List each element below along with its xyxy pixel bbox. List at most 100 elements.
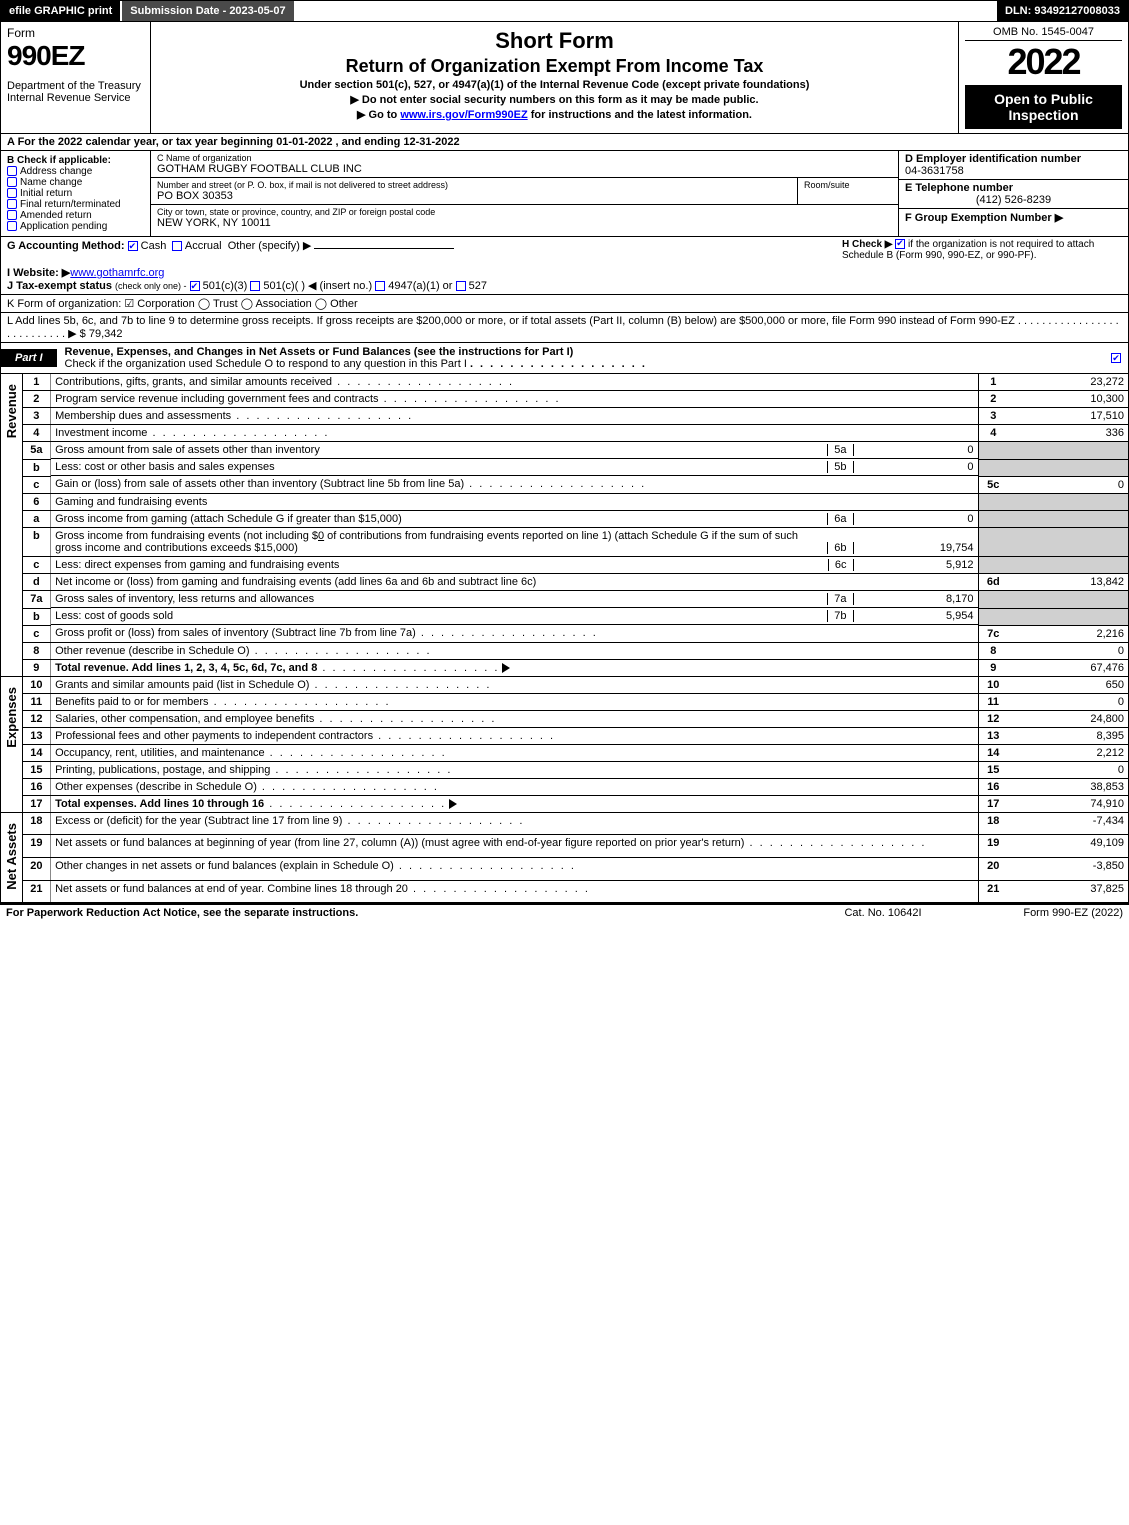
checkbox-icon[interactable] (7, 199, 17, 209)
city-cell: City or town, state or province, country… (151, 205, 898, 231)
line-desc: Net assets or fund balances at beginning… (55, 837, 744, 849)
checkbox-icon[interactable] (250, 281, 260, 291)
checkbox-icon[interactable] (456, 281, 466, 291)
checkbox-icon[interactable] (895, 239, 905, 249)
inner-val: 0 (854, 461, 974, 473)
dots (250, 645, 432, 657)
section-A: A For the 2022 calendar year, or tax yea… (0, 134, 1129, 151)
table-row: bLess: cost or other basis and sales exp… (23, 459, 1128, 476)
line-desc: Other expenses (describe in Schedule O) (55, 781, 257, 793)
section-DEF: D Employer identification number 04-3631… (898, 151, 1128, 236)
line-num: 19 (978, 835, 1008, 858)
form-header: Form 990EZ Department of the Treasury In… (0, 22, 1129, 134)
irs-link[interactable]: www.irs.gov/Form990EZ (400, 109, 527, 121)
B-item: Name change (7, 177, 144, 188)
table-row: 6Gaming and fundraising events (23, 493, 1128, 510)
line-num: 1 (978, 374, 1008, 391)
line-desc: Less: direct expenses from gaming and fu… (55, 559, 828, 571)
dots (408, 883, 590, 895)
shade-cell (978, 442, 1008, 460)
spacer (294, 1, 997, 21)
checkbox-icon[interactable] (7, 221, 17, 231)
netassets-table: 18Excess or (deficit) for the year (Subt… (23, 813, 1128, 903)
table-row: cGross profit or (loss) from sales of in… (23, 625, 1128, 642)
line-val: -7,434 (1008, 813, 1128, 835)
inner-val: 0 (854, 444, 974, 456)
part1-tab: Part I (1, 349, 57, 367)
header-line3: ▶ Go to www.irs.gov/Form990EZ for instru… (157, 108, 952, 121)
E-cell: E Telephone number (412) 526-8239 (899, 180, 1128, 209)
table-row: bLess: cost of goods sold7b5,954 (23, 608, 1128, 625)
line-desc: Gain or (loss) from sale of assets other… (55, 478, 464, 490)
shade-cell (1008, 442, 1128, 460)
omb-number: OMB No. 1545-0047 (965, 26, 1122, 41)
table-row: 18Excess or (deficit) for the year (Subt… (23, 813, 1128, 835)
checkbox-icon[interactable] (128, 241, 138, 251)
netassets-section: Net Assets 18Excess or (deficit) for the… (0, 813, 1129, 904)
inner-label: 5a (827, 444, 853, 456)
header-left: Form 990EZ Department of the Treasury In… (1, 22, 151, 133)
D-label: D Employer identification number (905, 153, 1122, 165)
part1-check (1104, 352, 1128, 364)
expenses-table: 10Grants and similar amounts paid (list … (23, 677, 1128, 812)
efile-print-button[interactable]: efile GRAPHIC print (1, 1, 122, 21)
line-desc: Gross amount from sale of assets other t… (55, 444, 827, 456)
dots (470, 358, 647, 370)
dots (379, 393, 561, 405)
line-val: 2,212 (1008, 744, 1128, 761)
B-label: Name change (20, 177, 82, 188)
dots (332, 376, 514, 388)
table-row: 14Occupancy, rent, utilities, and mainte… (23, 744, 1128, 761)
checkbox-icon[interactable] (1111, 353, 1121, 363)
checkbox-icon[interactable] (7, 177, 17, 187)
checkbox-icon[interactable] (375, 281, 385, 291)
table-row: 1 Contributions, gifts, grants, and simil… (23, 374, 1128, 391)
website-link[interactable]: www.gothamrfc.org (70, 267, 164, 279)
line-val: 74,910 (1008, 795, 1128, 812)
line-num: 18 (978, 813, 1008, 835)
inner-val: 8,170 (854, 593, 974, 605)
header-right: OMB No. 1545-0047 2022 Open to Public In… (958, 22, 1128, 133)
other-blank (314, 248, 454, 249)
line-num: 14 (978, 744, 1008, 761)
part1-header: Part I Revenue, Expenses, and Changes in… (0, 343, 1129, 374)
section-C: C Name of organization GOTHAM RUGBY FOOT… (151, 151, 898, 236)
line-val: 23,272 (1008, 374, 1128, 391)
line-val: 67,476 (1008, 659, 1128, 676)
checkbox-icon[interactable] (172, 241, 182, 251)
E-label: E Telephone number (905, 182, 1122, 194)
G-cash: Cash (141, 240, 167, 252)
shade-cell (1008, 510, 1128, 528)
B-item: Initial return (7, 188, 144, 199)
room-label: Room/suite (804, 180, 892, 190)
line-val: 38,853 (1008, 778, 1128, 795)
B-item: Application pending (7, 221, 144, 232)
dots (257, 781, 439, 793)
netassets-side-label: Net Assets (1, 813, 23, 903)
section-I: I Website: ▶www.gothamrfc.org (7, 266, 1122, 279)
dots (270, 764, 452, 776)
checkbox-icon[interactable] (7, 210, 17, 220)
inner-label: 6b (827, 542, 853, 554)
shade-cell (978, 557, 1008, 574)
dots (373, 730, 555, 742)
inner-label: 6a (827, 513, 853, 525)
addr-label: Number and street (or P. O. box, if mail… (157, 180, 791, 190)
checkbox-icon[interactable] (190, 281, 200, 291)
section-L: L Add lines 5b, 6c, and 7b to line 9 to … (0, 313, 1129, 343)
line-desc: Contributions, gifts, grants, and simila… (55, 376, 332, 388)
line-desc: Net assets or fund balances at end of ye… (55, 883, 408, 895)
inner-val: 5,954 (854, 610, 974, 622)
table-row: bGross income from fundraising events (n… (23, 528, 1128, 557)
dots (231, 410, 413, 422)
dots (314, 713, 496, 725)
part1-sub: Check if the organization used Schedule … (65, 358, 467, 370)
J-o1: 501(c)(3) (203, 280, 248, 292)
return-subtitle: Return of Organization Exempt From Incom… (157, 56, 952, 77)
section-GHI: H Check ▶ if the organization is not req… (0, 237, 1129, 295)
line-val: 13,842 (1008, 574, 1128, 591)
inner-label: 5b (827, 461, 853, 473)
shade-cell (1008, 608, 1128, 625)
checkbox-icon[interactable] (7, 188, 17, 198)
checkbox-icon[interactable] (7, 166, 17, 176)
